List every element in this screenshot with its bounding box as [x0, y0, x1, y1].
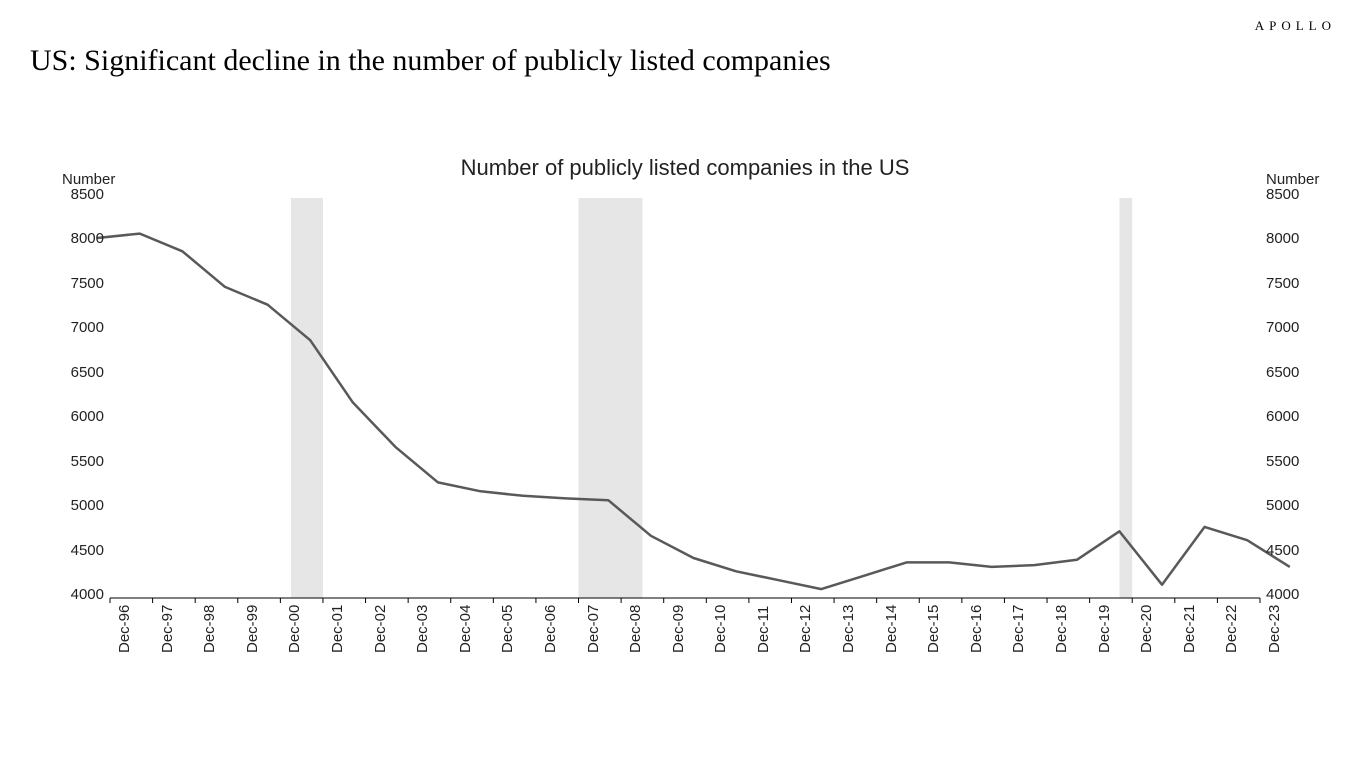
xtick: Dec-99 [244, 605, 261, 653]
ytick-left: 6000 [62, 408, 104, 425]
xtick: Dec-21 [1181, 605, 1198, 653]
xtick: Dec-06 [542, 605, 559, 653]
ytick-left: 5000 [62, 497, 104, 514]
xtick: Dec-10 [712, 605, 729, 653]
plot-area [110, 195, 1260, 595]
xtick: Dec-12 [797, 605, 814, 653]
xtick: Dec-11 [755, 606, 772, 653]
ytick-right: 8000 [1266, 230, 1308, 247]
xtick: Dec-09 [670, 605, 687, 653]
xtick: Dec-14 [883, 605, 900, 653]
brand-logo: APOLLO [1255, 18, 1336, 34]
ytick-left: 4500 [62, 542, 104, 559]
xtick: Dec-13 [840, 605, 857, 653]
xtick: Dec-19 [1096, 605, 1113, 653]
ytick-right: 4500 [1266, 542, 1308, 559]
xtick: Dec-05 [499, 605, 516, 653]
ytick-left: 8500 [62, 186, 104, 203]
xtick: Dec-20 [1138, 605, 1155, 653]
ytick-left: 6500 [62, 364, 104, 381]
xtick: Dec-01 [329, 605, 346, 653]
chart-container: Number of publicly listed companies in t… [55, 155, 1315, 675]
data-line [97, 234, 1290, 589]
ytick-left: 4000 [62, 586, 104, 603]
xtick: Dec-22 [1223, 605, 1240, 653]
xtick: Dec-03 [414, 605, 431, 653]
ytick-right: 6500 [1266, 364, 1308, 381]
xtick: Dec-15 [925, 605, 942, 653]
ytick-left: 7500 [62, 275, 104, 292]
slide: APOLLO US: Significant decline in the nu… [0, 0, 1366, 768]
xtick: Dec-08 [627, 605, 644, 653]
xtick: Dec-07 [585, 605, 602, 653]
ytick-right: 5500 [1266, 453, 1308, 470]
ytick-right: 8500 [1266, 186, 1308, 203]
recession-band [291, 198, 323, 598]
ytick-right: 5000 [1266, 497, 1308, 514]
chart-title: Number of publicly listed companies in t… [55, 155, 1315, 181]
xtick: Dec-97 [159, 605, 176, 653]
xtick: Dec-23 [1266, 605, 1283, 653]
ytick-left: 7000 [62, 319, 104, 336]
xtick: Dec-00 [286, 605, 303, 653]
xtick: Dec-98 [201, 605, 218, 653]
ytick-right: 4000 [1266, 586, 1308, 603]
xtick: Dec-17 [1010, 605, 1027, 653]
chart-svg [110, 195, 1260, 601]
ytick-right: 6000 [1266, 408, 1308, 425]
page-title: US: Significant decline in the number of… [30, 44, 831, 78]
recession-band [579, 198, 643, 598]
xtick: Dec-16 [968, 605, 985, 653]
xtick: Dec-18 [1053, 605, 1070, 653]
ytick-left: 8000 [62, 230, 104, 247]
ytick-right: 7000 [1266, 319, 1308, 336]
xtick: Dec-02 [372, 605, 389, 653]
ytick-left: 5500 [62, 453, 104, 470]
ytick-right: 7500 [1266, 275, 1308, 292]
xtick: Dec-04 [457, 605, 474, 653]
xtick: Dec-96 [116, 605, 133, 653]
